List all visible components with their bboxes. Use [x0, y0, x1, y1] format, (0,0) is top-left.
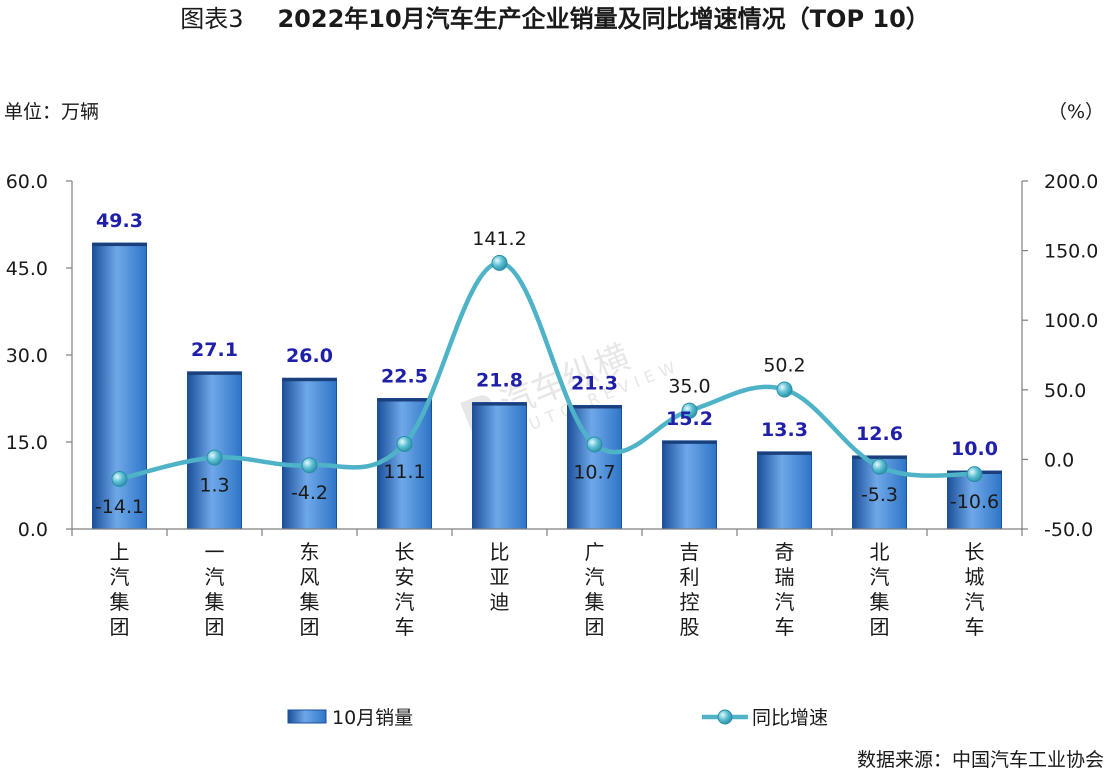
left-tick-label: 60.0	[6, 171, 48, 193]
bar	[282, 377, 337, 530]
bar-top-edge	[92, 243, 147, 247]
category-label: 长安汽车	[395, 540, 415, 639]
category-label: 上汽集团	[110, 540, 130, 639]
left-unit-label: 单位：万辆	[4, 101, 100, 123]
right-tick-label: 150.0	[1044, 241, 1098, 263]
growth-value-label: 35.0	[668, 376, 710, 398]
bar-top-edge	[662, 440, 717, 444]
bar	[472, 402, 527, 530]
growth-value-label: 10.7	[573, 462, 615, 484]
growth-point	[966, 466, 983, 483]
bar-value-label: 13.3	[761, 419, 808, 441]
category-label: 一汽集团	[205, 540, 225, 639]
bar	[567, 404, 622, 530]
right-tick-label: 0.0	[1044, 449, 1074, 471]
category-label: 广汽集团	[585, 540, 605, 639]
growth-line	[119, 260, 975, 482]
growth-point	[111, 471, 128, 488]
growth-point	[491, 254, 508, 271]
growth-value-label: 50.2	[763, 355, 805, 377]
bar-value-label: 12.6	[856, 423, 903, 445]
legend-bar-label: 10月销量	[332, 707, 413, 729]
bar-value-label: 22.5	[381, 366, 428, 388]
title-main: 2022年10月汽车生产企业销量及同比增速情况（TOP 10）	[277, 5, 930, 33]
left-tick-label: 0.0	[18, 519, 48, 541]
legend-line-marker	[717, 709, 733, 725]
category-label: 北汽集团	[870, 540, 890, 639]
bar	[662, 440, 717, 530]
bar-top-edge	[567, 405, 622, 409]
growth-point	[301, 457, 318, 474]
bar-top-edge	[852, 455, 907, 459]
bar-value-label: 10.0	[951, 438, 998, 460]
growth-point	[776, 381, 793, 398]
title-prefix: 图表3	[180, 5, 244, 33]
bar-top-edge	[472, 402, 527, 406]
legend-bar-swatch	[287, 709, 327, 724]
bar-top-edge	[282, 378, 337, 382]
bar-top-edge	[757, 451, 812, 455]
growth-value-label: -14.1	[95, 496, 144, 518]
bar-top-edge	[377, 398, 432, 402]
left-tick-label: 15.0	[6, 432, 48, 454]
bar-value-label: 21.8	[476, 370, 523, 392]
growth-value-label: 141.2	[472, 228, 526, 250]
bar	[377, 398, 432, 530]
bar-value-label: 49.3	[96, 210, 143, 232]
bar	[757, 451, 812, 530]
growth-value-label: -4.2	[291, 482, 328, 504]
right-tick-label: 200.0	[1044, 171, 1098, 193]
bar-top-edge	[187, 371, 242, 375]
growth-point	[681, 402, 698, 419]
growth-value-label: 11.1	[383, 461, 425, 483]
legend-line-label: 同比增速	[752, 707, 828, 729]
bar-value-label: 27.1	[191, 339, 238, 361]
left-tick-label: 45.0	[6, 258, 48, 280]
growth-point	[396, 435, 413, 452]
category-label: 比亚迪	[490, 540, 510, 614]
growth-point	[206, 449, 223, 466]
right-unit-label: （%）	[1047, 101, 1104, 123]
bar-value-label: 15.2	[666, 408, 713, 430]
right-tick-label: 50.0	[1044, 380, 1086, 402]
left-tick-label: 30.0	[6, 345, 48, 367]
growth-value-label: -10.6	[950, 491, 999, 513]
growth-point	[871, 458, 888, 475]
right-tick-label: -50.0	[1044, 519, 1093, 541]
bar-value-label: 21.3	[571, 372, 618, 394]
category-label: 东风集团	[300, 540, 320, 639]
growth-point	[586, 436, 603, 453]
bar-value-label: 26.0	[286, 345, 333, 367]
chart-title: 图表3 2022年10月汽车生产企业销量及同比增速情况（TOP 10）	[0, 2, 1110, 36]
category-label: 吉利控股	[680, 540, 700, 639]
category-label: 奇瑞汽车	[775, 540, 795, 639]
data-source: 数据来源：中国汽车工业协会	[856, 749, 1104, 771]
category-label: 长城汽车	[965, 540, 985, 639]
growth-value-label: 1.3	[199, 475, 229, 497]
right-tick-label: 100.0	[1044, 310, 1098, 332]
growth-value-label: -5.3	[861, 484, 898, 506]
